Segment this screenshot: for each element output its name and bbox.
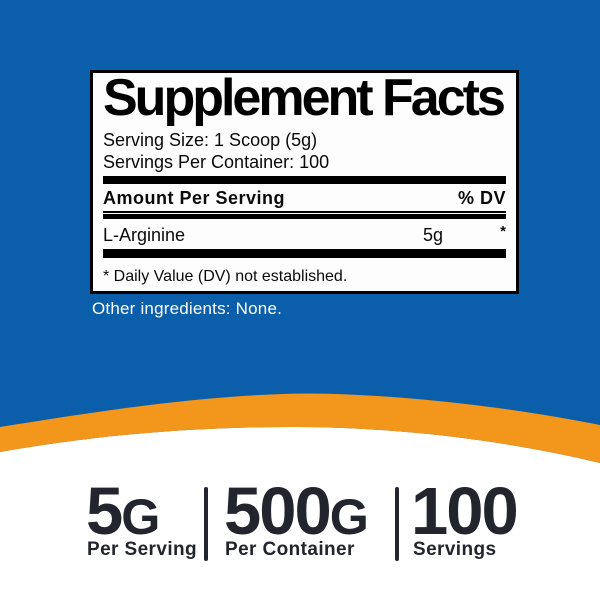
- stat-unit: G: [121, 489, 160, 545]
- stat-servings-label: Servings: [413, 539, 497, 560]
- stat-per-container-label: Per Container: [225, 539, 355, 560]
- ingredient-row: L-Arginine 5g *: [103, 219, 506, 249]
- white-bottom-curve: [0, 426, 600, 485]
- stat-per-container-value: 500G: [224, 478, 369, 545]
- amount-per-serving-label: Amount Per Serving: [103, 188, 286, 208]
- stat-value: 500: [224, 474, 332, 549]
- wave-divider: [0, 393, 600, 485]
- percent-dv-label: % DV: [457, 188, 506, 208]
- ingredient-amount: 5g: [423, 225, 444, 245]
- bottom-band: [0, 484, 600, 603]
- stat-divider-2: [395, 487, 399, 561]
- divider-bar-thick: [103, 176, 506, 184]
- divider-bar-thick-bottom: [103, 249, 506, 258]
- stat-per-serving-value: 5G: [86, 478, 160, 545]
- amount-header-row: Amount Per Serving % DV: [103, 184, 506, 213]
- panel-title: Supplement Facts: [103, 69, 506, 127]
- stat-servings-value: 100: [411, 478, 519, 545]
- servings-per-container: Servings Per Container: 100: [103, 152, 330, 172]
- stat-unit: G: [329, 489, 369, 545]
- divider-bar-medium: [103, 214, 506, 219]
- ingredient-dv-asterisk: *: [500, 223, 506, 240]
- ingredient-name: L-Arginine: [103, 225, 186, 245]
- serving-size: Serving Size: 1 Scoop (5g): [103, 130, 318, 150]
- stat-value: 100: [411, 474, 519, 549]
- dv-footnote: * Daily Value (DV) not established.: [103, 268, 348, 285]
- stat-divider-1: [204, 487, 208, 561]
- stat-per-serving-label: Per Serving: [87, 539, 198, 560]
- orange-brush-stroke: [0, 393, 600, 463]
- stat-value: 5: [86, 474, 123, 549]
- other-ingredients-text: Other ingredients: None.: [92, 299, 283, 318]
- supplement-facts-panel: Supplement Facts Serving Size: 1 Scoop (…: [90, 70, 519, 294]
